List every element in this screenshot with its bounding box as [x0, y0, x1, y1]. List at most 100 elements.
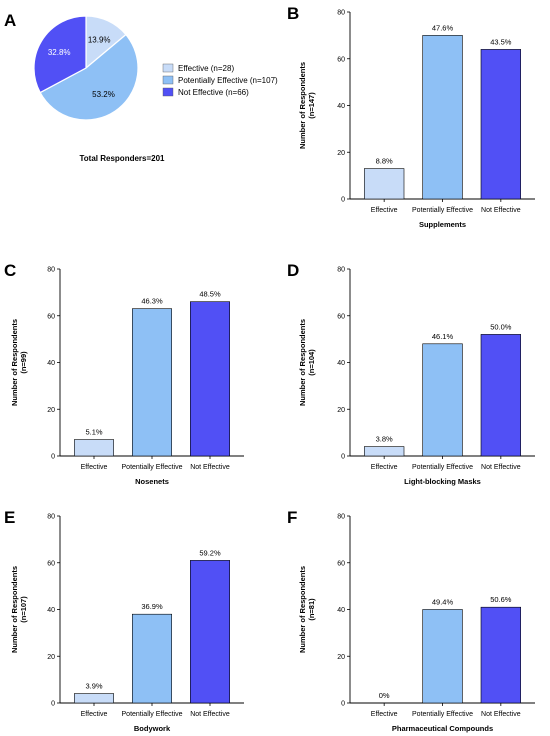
bar [480, 49, 522, 200]
bar [190, 560, 231, 704]
y-axis-title: Number of Respondents [10, 566, 19, 653]
x-category-label: Not Effective [481, 464, 521, 471]
bar-value-label: 46.1% [432, 332, 454, 341]
x-category-label: Not Effective [190, 711, 230, 718]
x-category-label: Effective [371, 464, 398, 471]
legend-swatch [162, 75, 174, 85]
y-tick-label: 0 [341, 454, 345, 461]
y-axis-title: Number of Respondents [298, 566, 307, 653]
y-tick-label: 40 [337, 360, 345, 367]
y-tick-label: 80 [337, 267, 345, 274]
x-category-label: Potentially Effective [122, 711, 183, 718]
panel-a: A 13.9% 53.2% 32.8% Effective (n=28) Potentia… [4, 11, 278, 163]
legend-swatch [162, 87, 174, 97]
y-axis-title-n: (n=99) [19, 351, 28, 374]
bar [363, 446, 405, 457]
panel-letter: C [4, 261, 16, 280]
bar-value-label: 50.0% [490, 322, 512, 331]
x-category-label: Not Effective [190, 464, 230, 471]
y-tick-label: 60 [47, 560, 55, 567]
y-axis-title-n: (n=81) [307, 598, 316, 621]
bar [74, 693, 115, 704]
bar [190, 301, 231, 457]
bar-value-label: 8.8% [376, 157, 393, 166]
x-category-label: Potentially Effective [412, 207, 473, 214]
panel-letter: B [287, 4, 299, 23]
y-axis-title-n: (n=104) [307, 349, 316, 376]
x-axis-title: Pharmaceutical Compounds [392, 724, 493, 733]
y-axis-title: Number of Respondents [298, 319, 307, 406]
pie-slice-label: 53.2% [92, 90, 115, 99]
y-tick-label: 20 [337, 150, 345, 157]
y-tick-label: 0 [51, 454, 55, 461]
y-tick-label: 80 [47, 514, 55, 521]
x-axis-title: Light-blocking Masks [404, 477, 481, 486]
pie-slice-label: 32.8% [48, 48, 71, 57]
bar-value-label: 36.9% [141, 602, 163, 611]
y-tick-label: 0 [341, 197, 345, 204]
pie-slice-label: 13.9% [88, 36, 111, 45]
x-category-label: Potentially Effective [412, 464, 473, 471]
x-category-label: Effective [81, 711, 108, 718]
x-category-label: Not Effective [481, 711, 521, 718]
bar-value-label: 48.5% [199, 290, 221, 299]
panel-b: B 0 20 40 60 80 8.8% Effective 47.6% Potentially … [287, 4, 535, 229]
panel-letter: A [4, 11, 16, 30]
x-category-label: Effective [371, 711, 398, 718]
y-tick-label: 80 [337, 10, 345, 17]
bar-value-label: 46.3% [141, 297, 163, 306]
y-tick-label: 40 [337, 103, 345, 110]
panel-e: E 0 20 40 60 80 3.9% Effective 36.9% Potentially … [4, 508, 244, 733]
bar-value-label: 50.6% [490, 595, 512, 604]
y-tick-label: 20 [337, 654, 345, 661]
pie-footer: Total Responders=201 [80, 154, 166, 163]
panel-f: F 0 20 40 60 80 0% Effective 49.4% Potentially Ef… [287, 508, 535, 733]
y-tick-label: 60 [337, 56, 345, 63]
legend-entry: Not Effective (n=66) [178, 88, 249, 97]
y-tick-label: 40 [337, 607, 345, 614]
x-category-label: Effective [81, 464, 108, 471]
legend-entry: Potentially Effective (n=107) [178, 76, 278, 85]
x-category-label: Potentially Effective [122, 464, 183, 471]
y-tick-label: 40 [47, 360, 55, 367]
bar [132, 613, 173, 704]
bar [363, 168, 405, 200]
bar-value-label: 5.1% [85, 428, 102, 437]
legend-swatch [162, 63, 174, 73]
panel-letter: F [287, 508, 297, 527]
bar-value-label: 43.5% [490, 37, 512, 46]
x-axis-title: Supplements [419, 220, 466, 229]
y-tick-label: 40 [47, 607, 55, 614]
x-axis-title: Nosenets [135, 477, 169, 486]
bar-value-label: 49.4% [432, 598, 454, 607]
y-tick-label: 80 [47, 267, 55, 274]
y-tick-label: 0 [51, 701, 55, 708]
bar [132, 308, 173, 457]
y-tick-label: 20 [47, 654, 55, 661]
legend-entry: Effective (n=28) [178, 64, 234, 73]
y-axis-title-n: (n=107) [19, 596, 28, 623]
y-tick-label: 0 [341, 701, 345, 708]
bar [422, 35, 463, 200]
panel-letter: E [4, 508, 15, 527]
bar [74, 439, 115, 457]
x-category-label: Potentially Effective [412, 711, 473, 718]
bar-value-label: 0% [379, 691, 390, 700]
panel-letter: D [287, 261, 299, 280]
bar [480, 334, 522, 457]
y-tick-label: 60 [47, 313, 55, 320]
y-axis-title-n: (n=147) [307, 92, 316, 119]
bar [422, 609, 463, 704]
y-axis-title: Number of Respondents [298, 62, 307, 149]
panel-c: C 0 20 40 60 80 5.1% Effective 46.3% Potentially … [4, 261, 244, 486]
y-axis-title: Number of Respondents [10, 319, 19, 406]
bar-value-label: 3.9% [85, 682, 102, 691]
pie-slice [39, 33, 139, 121]
bar [422, 343, 463, 457]
pie-slice [33, 15, 87, 94]
panel-d: D 0 20 40 60 80 3.8% Effective 46.1% Potentially … [287, 261, 535, 486]
y-tick-label: 20 [47, 407, 55, 414]
x-axis-title: Bodywork [134, 724, 171, 733]
x-category-label: Not Effective [481, 207, 521, 214]
bar-value-label: 47.6% [432, 23, 454, 32]
